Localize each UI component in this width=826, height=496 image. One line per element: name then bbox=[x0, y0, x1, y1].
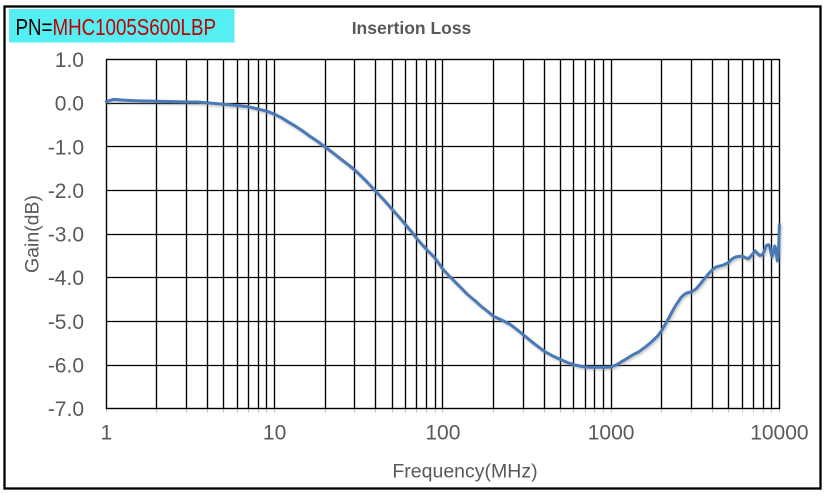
svg-text:0.0: 0.0 bbox=[55, 93, 84, 116]
svg-text:-4.0: -4.0 bbox=[48, 267, 84, 290]
svg-text:Frequency(MHz): Frequency(MHz) bbox=[392, 461, 537, 483]
svg-text:-3.0: -3.0 bbox=[48, 224, 84, 247]
svg-text:1.0: 1.0 bbox=[55, 49, 84, 72]
svg-text:1: 1 bbox=[100, 422, 112, 445]
svg-text:PN=MHC1005S600LBP: PN=MHC1005S600LBP bbox=[16, 15, 216, 40]
svg-text:Gain(dB): Gain(dB) bbox=[22, 195, 44, 273]
svg-text:-7.0: -7.0 bbox=[48, 398, 84, 421]
svg-text:-2.0: -2.0 bbox=[48, 180, 84, 203]
svg-text:10000: 10000 bbox=[750, 422, 808, 445]
svg-text:-5.0: -5.0 bbox=[48, 311, 84, 334]
svg-text:1000: 1000 bbox=[588, 422, 635, 445]
svg-text:-6.0: -6.0 bbox=[48, 355, 84, 378]
svg-text:Insertion Loss: Insertion Loss bbox=[352, 18, 472, 38]
svg-text:-1.0: -1.0 bbox=[48, 136, 84, 159]
svg-text:100: 100 bbox=[425, 422, 460, 445]
svg-text:10: 10 bbox=[263, 422, 286, 445]
